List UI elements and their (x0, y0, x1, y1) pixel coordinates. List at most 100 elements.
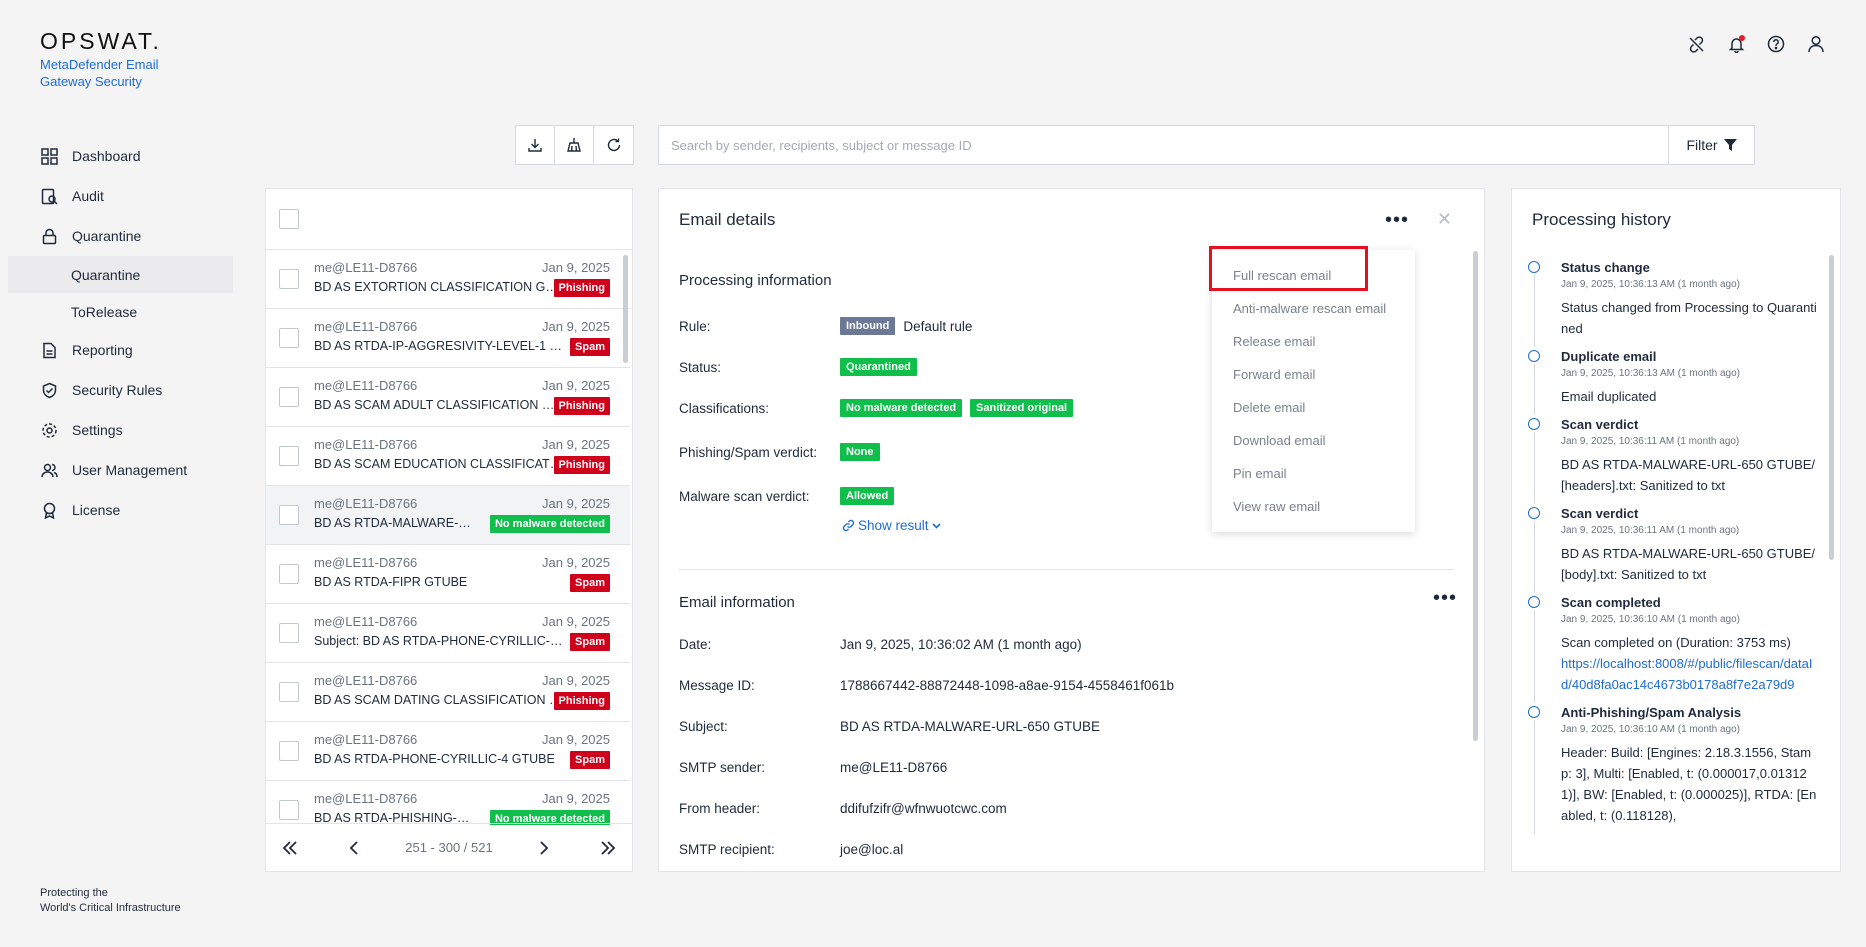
last-page-button[interactable] (596, 836, 620, 860)
first-page-button[interactable] (278, 836, 302, 860)
menu-item-delete[interactable]: Delete email (1233, 400, 1306, 415)
malware-verdict-value: Allowed (840, 487, 895, 505)
tagline-line-1: Protecting the (40, 887, 108, 899)
list-item[interactable]: me@LE11-D8766 Jan 9, 2025 BD AS RTDA-IP-… (266, 309, 630, 368)
entry-title: Scan completed (1561, 595, 1661, 610)
malware-verdict-label: Malware scan verdict: (679, 489, 810, 504)
tagline: Protecting the World's Critical Infrastr… (40, 886, 181, 916)
row-checkbox[interactable] (279, 741, 299, 761)
list-item[interactable]: me@LE11-D8766 Jan 9, 2025 BD AS SCAM DAT… (266, 663, 630, 722)
row-checkbox[interactable] (279, 623, 299, 643)
page-range: 251 - 300 / 521 (405, 840, 493, 855)
history-scrollbar[interactable] (1829, 255, 1834, 560)
list-item[interactable]: me@LE11-D8766 Jan 9, 2025 BD AS SCAM EDU… (266, 427, 630, 486)
status-badge: Phishing (553, 456, 610, 474)
details-title: Email details (679, 210, 776, 229)
email-info-more-button[interactable]: ••• (1433, 587, 1458, 609)
menu-item-forward[interactable]: Forward email (1233, 367, 1316, 382)
product-name: MetaDefender Email Gateway Security (40, 57, 159, 89)
list-item[interactable]: me@LE11-D8766 Jan 9, 2025 BD AS EXTORTIO… (266, 250, 630, 309)
email-list: me@LE11-D8766 Jan 9, 2025 BD AS EXTORTIO… (266, 250, 630, 825)
users-icon (40, 461, 58, 479)
nav-item-settings[interactable]: Settings (0, 410, 240, 450)
list-item[interactable]: me@LE11-D8766 Jan 9, 2025 BD AS RTDA-FIP… (266, 545, 630, 604)
nav-item-dashboard[interactable]: Dashboard (0, 136, 240, 176)
entry-date: Jan 9, 2025, 10:36:11 AM (1 month ago) (1561, 525, 1740, 536)
double-chevron-right-icon (601, 840, 616, 855)
status-badge: Spam (570, 338, 610, 356)
nav-item-reporting[interactable]: Reporting (0, 330, 240, 370)
message-id-value: 1788667442-88872448-1098-a8ae-9154-45584… (840, 678, 1175, 693)
row-sender: me@LE11-D8766 (314, 614, 418, 629)
report-icon (40, 341, 58, 359)
list-item[interactable]: me@LE11-D8766 Jan 9, 2025 BD AS SCAM ADU… (266, 368, 630, 427)
nav-item-quarantine[interactable]: Quarantine (0, 216, 240, 256)
history-timeline: Status change Jan 9, 2025, 10:36:13 AM (… (1528, 259, 1818, 835)
nav-sub-torelease[interactable]: ToRelease (71, 303, 138, 320)
close-icon[interactable]: ✕ (1436, 209, 1452, 229)
status-value: Quarantined (840, 358, 917, 376)
row-sender: me@LE11-D8766 (314, 496, 418, 511)
entry-title: Status change (1561, 260, 1650, 275)
prev-page-button[interactable] (342, 836, 366, 860)
row-checkbox[interactable] (279, 269, 299, 289)
list-scrollbar[interactable] (623, 255, 628, 363)
clean-button[interactable] (555, 126, 594, 164)
details-more-button[interactable]: ••• (1385, 209, 1410, 231)
menu-item-full-rescan[interactable]: Full rescan email (1233, 268, 1332, 283)
menu-item-download[interactable]: Download email (1233, 433, 1326, 448)
nav-item-user-management[interactable]: User Management (0, 450, 240, 490)
row-sender: me@LE11-D8766 (314, 732, 418, 747)
nav-item-security-rules[interactable]: Security Rules (0, 370, 240, 410)
row-checkbox[interactable] (279, 682, 299, 702)
bell-icon[interactable] (1726, 34, 1746, 54)
nav-item-audit[interactable]: Audit (0, 176, 240, 216)
rule-label: Rule: (679, 319, 711, 334)
list-item[interactable]: me@LE11-D8766 Jan 9, 2025 Subject: BD AS… (266, 604, 630, 663)
select-all-checkbox[interactable] (279, 209, 299, 229)
download-button[interactable] (516, 126, 555, 164)
search-input[interactable] (659, 126, 1668, 164)
list-item[interactable]: me@LE11-D8766 Jan 9, 2025 BD AS RTDA-PHO… (266, 722, 630, 781)
filescan-link[interactable]: https://localhost:8008/#/public/filescan… (1561, 656, 1813, 692)
lock-icon (40, 227, 58, 245)
help-icon[interactable] (1766, 34, 1786, 54)
row-checkbox[interactable] (279, 800, 299, 820)
timeline-line (1533, 521, 1535, 593)
entry-body: Header: Build: [Engines: 2.18.3.1556, St… (1561, 745, 1817, 823)
unlink-icon[interactable] (1686, 34, 1706, 54)
row-checkbox[interactable] (279, 564, 299, 584)
menu-item-release[interactable]: Release email (1233, 334, 1316, 349)
refresh-button[interactable] (594, 126, 633, 164)
row-checkbox[interactable] (279, 505, 299, 525)
notification-dot (1739, 35, 1745, 41)
row-sender: me@LE11-D8766 (314, 437, 418, 452)
menu-item-pin[interactable]: Pin email (1233, 466, 1287, 481)
show-result[interactable]: Show result (842, 518, 941, 533)
row-checkbox[interactable] (279, 387, 299, 407)
user-icon[interactable] (1806, 34, 1826, 54)
filter-button[interactable]: Filter (1668, 126, 1754, 164)
from-header-label: From header: (679, 801, 761, 816)
list-item-selected[interactable]: me@LE11-D8766 Jan 9, 2025 BD AS RTDA-MAL… (266, 486, 630, 545)
row-sender: me@LE11-D8766 (314, 319, 418, 334)
next-page-button[interactable] (532, 836, 556, 860)
row-subject: Subject: BD AS RTDA-PHONE-CYRILLIC-2 GTU… (314, 634, 564, 648)
history-entry: Scan verdict Jan 9, 2025, 10:36:11 AM (1… (1528, 416, 1818, 504)
list-item[interactable]: me@LE11-D8766 Jan 9, 2025 BD AS RTDA-PHI… (266, 781, 630, 825)
show-result-link[interactable]: Show result (842, 518, 941, 533)
nav-item-license[interactable]: License (0, 490, 240, 530)
entry-date: Jan 9, 2025, 10:36:10 AM (1 month ago) (1561, 614, 1741, 625)
details-scrollbar[interactable] (1473, 251, 1478, 741)
smtp-sender-label: SMTP sender: (679, 760, 766, 775)
status-badge: No malware detected (489, 515, 610, 533)
row-checkbox[interactable] (279, 446, 299, 466)
status-badge: Phishing (553, 279, 610, 297)
status-badge: Phishing (553, 692, 610, 710)
menu-item-anti-malware-rescan[interactable]: Anti-malware rescan email (1233, 301, 1387, 316)
timeline-dot (1528, 706, 1540, 718)
menu-item-view-raw[interactable]: View raw email (1233, 499, 1321, 514)
row-checkbox[interactable] (279, 328, 299, 348)
nav-sub-quarantine[interactable]: Quarantine (8, 256, 233, 293)
opswat-logo[interactable]: OPSWAT. (40, 28, 162, 54)
